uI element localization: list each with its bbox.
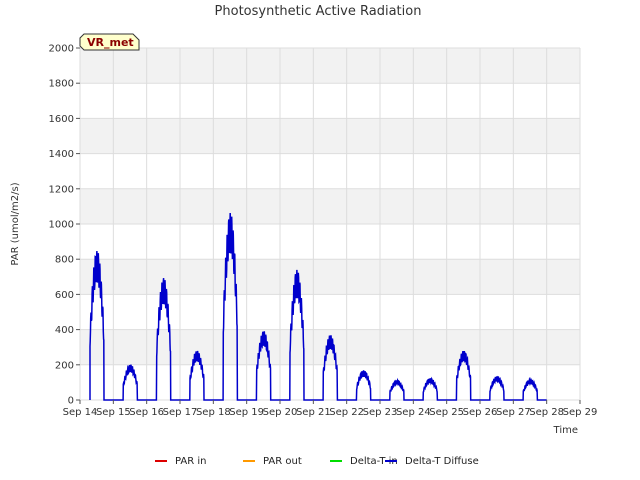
grid-band: [80, 259, 580, 295]
x-tick-label: Sep 17: [163, 407, 198, 418]
x-tick-label: Sep 26: [463, 407, 498, 418]
chart-title: Photosynthetic Active Radiation: [215, 4, 422, 19]
legend-label: Delta-T in: [350, 456, 398, 467]
y-tick-label: 600: [55, 290, 74, 301]
y-tick-label: 1600: [49, 114, 74, 125]
y-tick-label: 200: [55, 360, 74, 371]
x-tick-label: Sep 29: [563, 407, 598, 418]
y-tick-label: 0: [68, 396, 74, 407]
legend-label: Delta-T Diffuse: [405, 456, 479, 467]
x-tick-label: Sep 22: [329, 407, 364, 418]
y-tick-label: 1400: [49, 149, 74, 160]
x-tick-label: Sep 28: [529, 407, 564, 418]
site-label: VR_met: [87, 36, 134, 49]
x-tick-label: Sep 23: [363, 407, 398, 418]
legend-label: PAR out: [263, 456, 302, 467]
site-label-shape: [79, 33, 140, 51]
x-tick-label: Sep 18: [196, 407, 231, 418]
y-tick-label: 1200: [49, 184, 74, 195]
y-tick-label: 2000: [49, 44, 74, 55]
legend: PAR in PAR out Delta-T in Delta-T Diffuse: [155, 456, 479, 467]
grid-bands: [80, 48, 580, 365]
y-tick-label: 1800: [49, 79, 74, 90]
x-tick-label: Sep 20: [263, 407, 298, 418]
grid-band: [80, 118, 580, 154]
y-tick-label: 800: [55, 255, 74, 266]
legend-label: PAR in: [175, 456, 206, 467]
x-tick-label: Sep 21: [296, 407, 331, 418]
x-tick-label: Sep 16: [129, 407, 164, 418]
y-tick-label: 1000: [49, 220, 74, 231]
x-axis-title: Time: [553, 425, 578, 436]
x-tick-label: Sep 25: [429, 407, 464, 418]
x-tick-label: Sep 27: [496, 407, 531, 418]
series-layer: [89, 212, 547, 401]
x-tick-label: Sep 19: [229, 407, 264, 418]
series-line-delta-t-diffuse: [89, 212, 547, 401]
grid-lines: [79, 47, 581, 401]
y-axis-ticks: 0 200 400 600 800 1000 1200 1400 1600 1800 2000: [49, 44, 80, 407]
x-tick-label: Sep 15: [96, 407, 131, 418]
grid-band: [80, 188, 580, 224]
y-axis-title: PAR (umol/m2/s): [10, 182, 21, 265]
y-tick-label: 400: [55, 325, 74, 336]
grid-band: [80, 48, 580, 84]
site-label-box: VR_met: [79, 33, 140, 51]
x-tick-label: Sep 24: [396, 407, 431, 418]
x-tick-label: Sep 14: [63, 407, 98, 418]
